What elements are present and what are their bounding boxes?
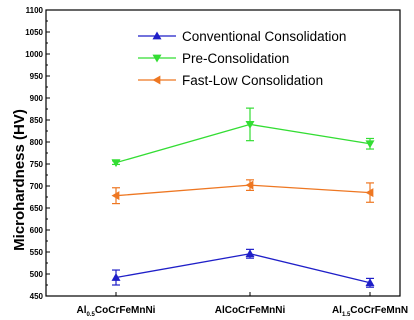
data-point [245, 180, 254, 190]
x-tick-label-part: Al [332, 305, 342, 316]
legend-marker [152, 54, 162, 63]
y-tick-label: 950 [30, 72, 44, 81]
series-0 [111, 248, 375, 288]
x-tick-label: Al1.5CoCrFeMnN [332, 305, 408, 318]
series-1 [111, 107, 375, 168]
x-tick-label-subscript: 0.5 [87, 312, 96, 318]
data-point [111, 273, 121, 281]
y-tick-label: 600 [30, 226, 44, 235]
y-tick-label: 500 [30, 270, 44, 279]
series-2 [111, 179, 374, 205]
legend-marker [152, 75, 161, 85]
series-layer [111, 107, 375, 288]
y-tick-label: 1050 [25, 28, 43, 37]
x-tick-label-subscript: 1.5 [342, 312, 351, 318]
data-point [365, 278, 375, 287]
legend-marker [152, 31, 162, 40]
y-axis-title: Microhardness (HV) [11, 109, 28, 251]
series-line [115, 253, 371, 284]
data-point [245, 121, 255, 129]
series-line [115, 184, 371, 197]
legend: Conventional Consolidation Pre-Consolidat… [138, 29, 346, 88]
y-axis-ticks: 450 500 550 600 650 700 750 800 850 900 950 1000 105… [25, 6, 50, 301]
y-tick-label: 800 [30, 138, 44, 147]
x-tick-label-part: AlCoCrFeMnNi [215, 305, 286, 316]
data-point [111, 159, 121, 168]
legend-label: Pre-Consolidation [182, 51, 289, 66]
y-tick-label: 650 [30, 204, 44, 213]
series-line [115, 123, 371, 164]
x-tick-label: Al0.5CoCrFeMnNi [77, 305, 156, 318]
x-tick-label-part: CoCrFeMnN [350, 305, 408, 316]
x-tick-label-part: CoCrFeMnNi [95, 305, 156, 316]
y-tick-label: 1000 [25, 50, 43, 59]
x-axis-ticks: Al0.5CoCrFeMnNi AlCoCrFeMnNi Al1.5CoCrFeMn… [77, 292, 408, 318]
y-tick-label: 700 [30, 182, 44, 191]
x-tick-label: AlCoCrFeMnNi [215, 305, 286, 316]
y-tick-label: 1100 [26, 6, 44, 15]
data-point [111, 191, 120, 201]
data-point [365, 188, 374, 198]
y-tick-label: 550 [30, 248, 44, 257]
data-point [365, 140, 375, 149]
legend-label: Fast-Low Consolidation [182, 73, 323, 88]
x-tick-label-part: Al [77, 305, 87, 316]
y-tick-label: 750 [30, 160, 44, 169]
y-tick-label: 450 [30, 292, 44, 301]
y-tick-label: 900 [30, 94, 44, 103]
data-point [245, 249, 255, 258]
y-tick-label: 850 [30, 116, 44, 125]
legend-label: Conventional Consolidation [182, 29, 346, 44]
